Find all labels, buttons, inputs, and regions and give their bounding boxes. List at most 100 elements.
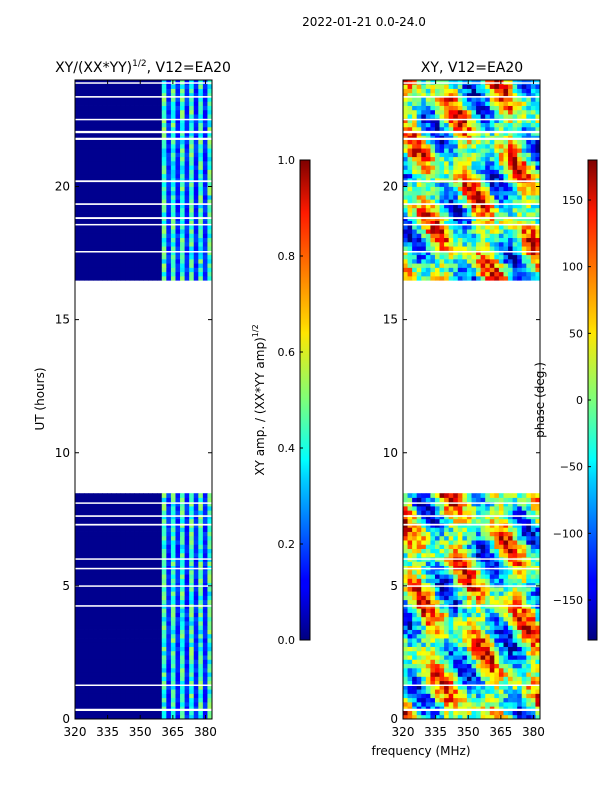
heatmap-cell bbox=[448, 241, 454, 247]
heatmap-cell bbox=[207, 548, 213, 554]
heatmap-cell bbox=[453, 578, 459, 584]
heatmap-cell bbox=[425, 246, 431, 251]
heatmap-cell bbox=[421, 667, 427, 673]
heatmap-cell bbox=[198, 105, 204, 111]
heatmap-cell bbox=[148, 701, 154, 707]
heatmap-cell bbox=[421, 599, 427, 605]
heatmap-cell bbox=[189, 152, 195, 158]
heatmap-cell bbox=[189, 633, 195, 639]
heatmap-cell bbox=[88, 195, 94, 200]
heatmap-cell bbox=[161, 510, 167, 515]
amplitude-plot-frame bbox=[74, 79, 213, 720]
heatmap-cell bbox=[189, 599, 195, 605]
heatmap-cell bbox=[134, 629, 140, 635]
heatmap-cell bbox=[138, 126, 144, 132]
heatmap-cell bbox=[116, 608, 122, 613]
heatmap-cell bbox=[102, 655, 108, 660]
heatmap-cell bbox=[84, 638, 90, 643]
heatmap-cell bbox=[448, 701, 454, 707]
heatmap-cell bbox=[480, 250, 486, 256]
heatmap-cell bbox=[106, 182, 112, 187]
heatmap-cell bbox=[189, 595, 195, 601]
heatmap-cell bbox=[125, 160, 131, 166]
heatmap-cell bbox=[166, 633, 172, 639]
heatmap-cell bbox=[471, 233, 477, 239]
heatmap-cell bbox=[476, 544, 482, 549]
heatmap-cell bbox=[148, 693, 154, 699]
heatmap-cell bbox=[407, 540, 413, 545]
heatmap-cell bbox=[111, 684, 117, 690]
heatmap-cell bbox=[134, 655, 140, 660]
heatmap-cell bbox=[161, 165, 167, 170]
heatmap-cell bbox=[161, 139, 167, 145]
heatmap-cell bbox=[462, 493, 468, 498]
heatmap-cell bbox=[88, 169, 94, 175]
heatmap-cell bbox=[152, 263, 158, 268]
heatmap-cell bbox=[535, 633, 541, 639]
heatmap-cell bbox=[97, 143, 103, 149]
heatmap-cell bbox=[84, 233, 90, 239]
heatmap-cell bbox=[508, 689, 513, 694]
heatmap-cell bbox=[88, 190, 94, 196]
heatmap-cell bbox=[189, 621, 195, 626]
heatmap-cell bbox=[526, 535, 532, 541]
heatmap-cell bbox=[480, 254, 486, 260]
heatmap-cell bbox=[453, 493, 459, 498]
heatmap-cell bbox=[111, 569, 117, 575]
heatmap-cell bbox=[476, 625, 482, 630]
heatmap-cell bbox=[111, 642, 117, 647]
heatmap-cell bbox=[170, 616, 176, 622]
heatmap-cell bbox=[93, 540, 99, 545]
heatmap-cell bbox=[425, 642, 431, 647]
heatmap-cell bbox=[88, 672, 94, 677]
heatmap-cell bbox=[526, 608, 532, 613]
heatmap-cell bbox=[116, 655, 122, 660]
heatmap-cell bbox=[403, 501, 408, 507]
heatmap-cell bbox=[170, 84, 176, 89]
heatmap-cell bbox=[189, 646, 195, 652]
heatmap-cell bbox=[512, 697, 518, 703]
heatmap-cell bbox=[111, 84, 117, 89]
heatmap-cell bbox=[97, 535, 103, 541]
heatmap-cell bbox=[535, 258, 541, 264]
heatmap-cell bbox=[111, 237, 117, 243]
heatmap-cell bbox=[116, 638, 122, 643]
heatmap-cell bbox=[462, 608, 468, 613]
heatmap-cell bbox=[111, 638, 117, 643]
heatmap-cell bbox=[93, 633, 99, 639]
heatmap-cell bbox=[184, 561, 190, 567]
heatmap-cell bbox=[79, 92, 85, 98]
heatmap-cell bbox=[120, 625, 126, 630]
heatmap-cell bbox=[116, 684, 122, 690]
heatmap-cell bbox=[143, 591, 149, 596]
heatmap-cell bbox=[134, 616, 140, 622]
heatmap-cell bbox=[161, 148, 167, 153]
heatmap-cell bbox=[416, 663, 422, 669]
heatmap-cell bbox=[106, 633, 112, 639]
heatmap-cell bbox=[457, 578, 463, 584]
flagged-row bbox=[75, 223, 212, 226]
heatmap-cell bbox=[485, 258, 491, 264]
heatmap-cell bbox=[416, 701, 422, 707]
heatmap-cell bbox=[170, 267, 176, 273]
heatmap-cell bbox=[416, 714, 422, 720]
heatmap-cell bbox=[170, 655, 176, 660]
heatmap-cell bbox=[207, 173, 213, 179]
heatmap-cell bbox=[421, 680, 427, 686]
heatmap-cell bbox=[189, 663, 195, 669]
heatmap-cell bbox=[111, 165, 117, 170]
heatmap-cell bbox=[84, 135, 90, 141]
heatmap-cell bbox=[152, 582, 158, 588]
heatmap-cell bbox=[143, 263, 149, 268]
heatmap-cell bbox=[530, 518, 536, 524]
heatmap-cell bbox=[116, 540, 122, 545]
heatmap-cell bbox=[175, 612, 181, 618]
heatmap-cell bbox=[170, 591, 176, 596]
heatmap-cell bbox=[148, 109, 154, 115]
heatmap-cell bbox=[480, 246, 486, 251]
heatmap-cell bbox=[184, 616, 190, 622]
heatmap-cell bbox=[79, 676, 85, 682]
heatmap-cell bbox=[202, 160, 208, 166]
heatmap-cell bbox=[79, 655, 85, 660]
